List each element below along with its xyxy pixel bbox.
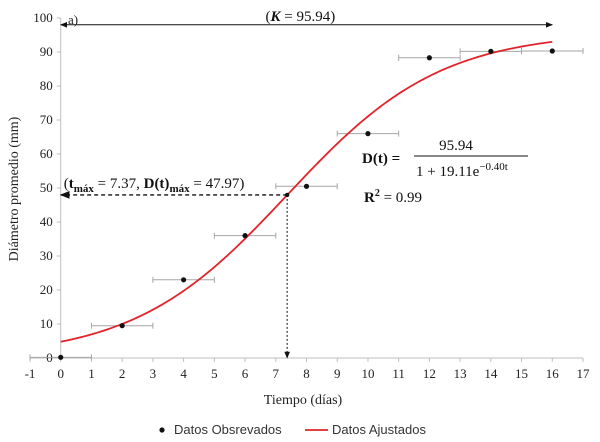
observed-point [549,48,555,54]
y-tick-label: 60 [40,146,53,161]
legend: Datos Obsrevados Datos Ajustados [159,422,426,437]
y-tick-label: 100 [33,10,53,25]
fitted-curve-layer [60,40,553,343]
equation-lhs: D(t) = [362,151,400,167]
x-tick-label: 9 [334,366,341,381]
observed-point [242,233,248,239]
y-tick-label: 80 [40,78,53,93]
observed-point [488,48,494,54]
y-axis-title: Diámetro promedio (mm) [7,116,22,261]
y-tick-label: 20 [40,282,53,297]
observed-point [58,354,64,360]
x-tick-label: 3 [150,366,157,381]
x-tick-label: 8 [303,366,310,381]
legend-observed-label: Datos Obsrevados [174,422,282,437]
x-tick-label: 12 [423,366,436,381]
y-tick-label: 50 [40,180,53,195]
observed-point [119,323,125,329]
observed-point [181,277,187,283]
y-tick-label: 70 [40,112,53,127]
x-tick-label: 15 [515,366,528,381]
fitted-curve [60,40,553,343]
x-tick-label: 14 [484,366,498,381]
legend-observed-marker [159,427,165,433]
y-tick-label: 40 [40,214,53,229]
x-tick-label: 16 [546,366,560,381]
x-axis-title: Tiempo (días) [264,393,343,408]
equation-numerator: 95.94 [439,138,473,154]
observed-point [303,183,310,189]
x-tick-label: 0 [57,366,64,381]
model-equation: D(t) = 95.94 1 + 19.11e−0.40t [362,138,528,180]
x-tick-label: 1 [88,366,95,381]
observed-point [365,131,371,137]
r-squared: R2 = 0.99 [364,188,422,206]
annotations-layer [59,22,553,359]
x-tick-label: -1 [25,366,36,381]
x-tick-label: 5 [211,366,218,381]
x-tick-label: 7 [273,366,280,381]
x-tick-label: 6 [242,366,249,381]
x-tick-label: 10 [361,366,374,381]
equation-denominator: 1 + 19.11e−0.40t [416,161,508,180]
panel-label: a) [68,12,78,27]
y-tick-label: 30 [40,248,53,263]
x-tick-label: 13 [454,366,467,381]
axes: -1 0 1 2 3 4 5 6 7 8 9 10 11 12 13 14 15 16 17010203040506… [25,10,590,381]
inflection-point [284,192,290,198]
y-tick-label: 10 [40,316,53,331]
tmax-annotation: (tmáx = 7.37, D(t)máx = 47.97) [64,176,245,195]
observed-points-layer [58,48,555,360]
x-tick-label: 11 [392,366,405,381]
legend-fitted-label: Datos Ajustados [332,422,426,437]
observed-point [426,55,432,61]
y-tick-label: 90 [40,44,53,59]
error-bars [29,47,584,361]
k-annotation: (K = 95.94) [265,9,335,25]
x-tick-label: 4 [180,366,187,381]
x-tick-label: 17 [577,366,591,381]
x-tick-label: 2 [119,366,126,381]
